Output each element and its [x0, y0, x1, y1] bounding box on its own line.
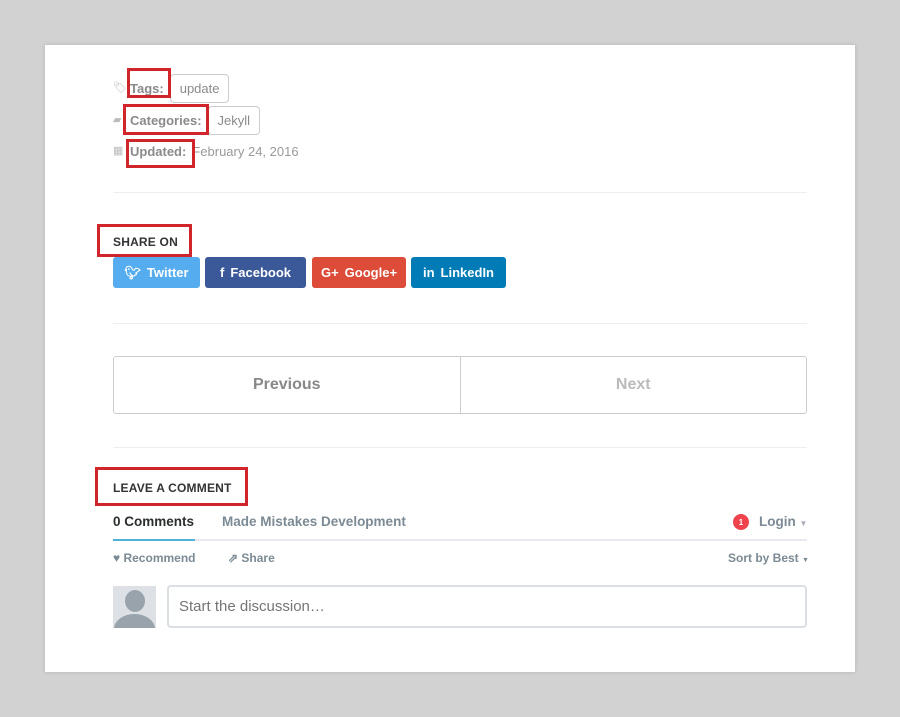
- tags-label: Tags:: [130, 81, 164, 96]
- tag-icon: 🏷: [113, 82, 127, 94]
- sort-label: Sort by Best: [728, 551, 799, 565]
- avatar-body: [114, 614, 155, 628]
- share-label: Share: [241, 551, 275, 565]
- twitter-icon: 🐦︎: [124, 264, 141, 280]
- tag-update[interactable]: update: [169, 74, 230, 103]
- twitter-label: Twitter: [146, 265, 189, 280]
- facebook-label: Facebook: [230, 265, 292, 280]
- login-label: Login: [759, 514, 796, 529]
- sort-dropdown[interactable]: Sort by Best ▼: [728, 551, 809, 565]
- updated-date: February 24, 2016: [192, 144, 299, 159]
- notification-badge[interactable]: 1: [733, 514, 749, 530]
- share-thread-button[interactable]: ⇗ Share: [228, 551, 275, 565]
- updated-label: Updated:: [130, 144, 187, 159]
- facebook-icon: f: [219, 265, 225, 280]
- linkedin-label: LinkedIn: [440, 265, 494, 280]
- linkedin-share-button[interactable]: in LinkedIn: [411, 257, 506, 288]
- tags-row: 🏷 Tags: update: [113, 74, 230, 103]
- avatar-head: [125, 590, 145, 612]
- comments-count-tab[interactable]: 0 Comments: [113, 514, 195, 529]
- google-plus-icon: G+: [320, 265, 339, 280]
- calendar-icon: ▦: [113, 145, 124, 157]
- category-jekyll[interactable]: Jekyll: [207, 106, 261, 135]
- comment-input[interactable]: [167, 585, 807, 628]
- avatar: [113, 586, 156, 628]
- pagination: Previous Next: [113, 356, 807, 414]
- recommend-label: Recommend: [123, 551, 196, 565]
- updated-row: ▦ Updated: February 24, 2016: [113, 144, 299, 159]
- recommend-button[interactable]: ♥ Recommend: [113, 551, 196, 565]
- google-plus-share-button[interactable]: G+ Google+: [312, 257, 406, 288]
- share-heading: SHARE ON: [113, 235, 178, 249]
- previous-button[interactable]: Previous: [252, 376, 321, 393]
- comment-heading: LEAVE A COMMENT: [113, 481, 232, 495]
- post-footer-card: [45, 45, 855, 672]
- login-dropdown[interactable]: Login ▼: [759, 514, 807, 529]
- heart-icon: ♥: [113, 551, 121, 565]
- google-plus-label: Google+: [344, 265, 398, 280]
- facebook-share-button[interactable]: f Facebook: [205, 257, 306, 288]
- categories-label: Categories:: [130, 113, 202, 128]
- active-tab-indicator: [113, 539, 195, 541]
- community-tab[interactable]: Made Mistakes Development: [222, 514, 406, 529]
- folder-icon: ▰: [113, 114, 122, 126]
- linkedin-icon: in: [422, 265, 435, 280]
- next-button[interactable]: Next: [459, 357, 807, 413]
- divider: [113, 323, 807, 324]
- twitter-share-button[interactable]: 🐦︎ Twitter: [113, 257, 200, 288]
- divider: [113, 447, 807, 448]
- caret-down-icon: ▼: [799, 519, 808, 528]
- share-icon: ⇗: [228, 551, 239, 565]
- tab-rule: [113, 539, 807, 541]
- caret-down-icon: ▼: [802, 557, 809, 564]
- divider: [113, 192, 807, 193]
- categories-row: ▰ Categories: Jekyll: [113, 106, 261, 135]
